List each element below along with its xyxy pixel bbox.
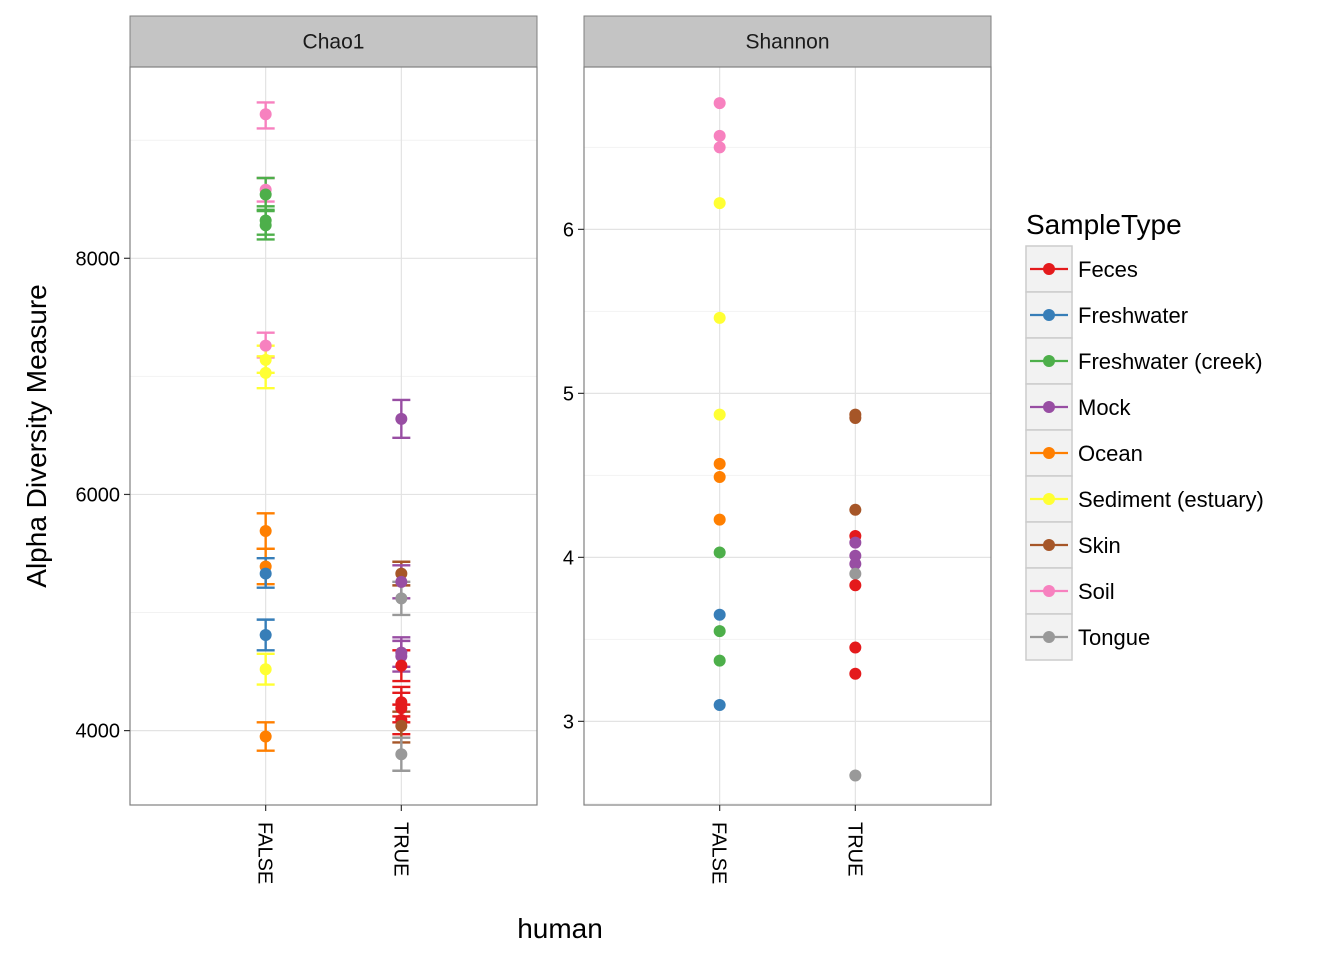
- data-point: [259, 353, 272, 366]
- y-axis-title: Alpha Diversity Measure: [21, 284, 52, 587]
- data-point: [713, 608, 726, 621]
- data-point: [713, 546, 726, 559]
- data-point: [849, 667, 862, 680]
- data-point: [259, 339, 272, 352]
- data-point: [849, 769, 862, 782]
- legend-title: SampleType: [1026, 209, 1182, 240]
- data-point: [713, 625, 726, 638]
- legend-label: Freshwater (creek): [1078, 349, 1263, 374]
- legend-label: Tongue: [1078, 625, 1150, 650]
- data-point: [395, 748, 408, 761]
- data-point: [713, 129, 726, 142]
- data-point: [849, 579, 862, 592]
- facet-panels: Chao1 4000 6000 8000 FALSE TRUE Shannon 3 4 5 6 FAL…: [76, 15, 992, 884]
- legend-label: Freshwater: [1078, 303, 1188, 328]
- legend-label: Ocean: [1078, 441, 1143, 466]
- data-point: [259, 188, 272, 201]
- legend-key-point: [1043, 401, 1055, 413]
- legend-label: Feces: [1078, 257, 1138, 282]
- legend-label: Skin: [1078, 533, 1121, 558]
- data-point: [713, 197, 726, 210]
- data-point: [849, 503, 862, 516]
- x-tick-label: TRUE: [389, 822, 411, 876]
- legend-key-point: [1043, 309, 1055, 321]
- legend-key-point: [1043, 631, 1055, 643]
- data-point: [395, 719, 408, 732]
- data-point: [395, 567, 408, 580]
- legend-item: Freshwater: [1025, 291, 1188, 339]
- data-point: [713, 471, 726, 483]
- panel-background: [584, 67, 991, 805]
- data-point: [395, 592, 408, 605]
- panel-border: [129, 66, 538, 806]
- data-point: [395, 659, 408, 672]
- legend-item: Freshwater (creek): [1025, 337, 1263, 385]
- data-point: [713, 457, 726, 470]
- y-tick-label: 4000: [76, 721, 121, 743]
- facet-strip-label: Shannon: [745, 31, 829, 54]
- data-point: [259, 628, 272, 641]
- panel-background: [130, 67, 537, 805]
- legend-key-point: [1043, 585, 1055, 597]
- legend-item: Soil: [1025, 567, 1115, 615]
- panel-border: [583, 66, 992, 806]
- legend-key-point: [1043, 493, 1055, 505]
- data-point: [849, 549, 862, 562]
- data-point: [713, 311, 726, 324]
- panel-shannon: Shannon 3 4 5 6 FALSE TRUE: [563, 15, 992, 884]
- legend-label: Soil: [1078, 579, 1115, 604]
- data-point: [713, 698, 726, 711]
- data-point: [259, 567, 272, 580]
- data-point: [259, 219, 272, 232]
- data-point: [259, 366, 272, 379]
- x-tick-label: FALSE: [708, 822, 730, 884]
- legend: SampleType Feces Freshwater Freshwater (cr…: [1025, 209, 1264, 661]
- legend-label: Sediment (estuary): [1078, 487, 1264, 512]
- data-point: [259, 108, 272, 121]
- legend-label: Mock: [1078, 395, 1132, 420]
- x-tick-label: TRUE: [843, 822, 865, 876]
- y-tick-label: 3: [563, 711, 574, 733]
- legend-item: Sediment (estuary): [1025, 475, 1264, 523]
- data-point: [849, 567, 862, 580]
- legend-key-point: [1043, 447, 1055, 459]
- y-tick-label: 8000: [76, 248, 121, 270]
- data-point: [259, 663, 272, 676]
- data-point: [713, 141, 726, 154]
- data-point: [395, 702, 408, 715]
- legend-item: Ocean: [1025, 429, 1143, 477]
- panel-chao1: Chao1 4000 6000 8000 FALSE TRUE: [76, 15, 538, 884]
- data-point: [849, 641, 862, 654]
- data-point: [259, 525, 272, 538]
- facet-strip: [129, 15, 538, 68]
- data-point: [713, 97, 726, 110]
- data-point: [713, 408, 726, 421]
- y-tick-label: 6: [563, 219, 574, 241]
- x-axis-title: human: [517, 913, 603, 944]
- y-tick-label: 5: [563, 383, 574, 405]
- legend-item: Skin: [1025, 521, 1121, 569]
- data-point: [259, 730, 272, 743]
- legend-key-point: [1043, 355, 1055, 367]
- legend-key-point: [1043, 263, 1055, 275]
- legend-key-point: [1043, 539, 1055, 551]
- data-point: [713, 654, 726, 667]
- legend-item: Feces: [1025, 245, 1138, 293]
- data-point: [849, 557, 862, 570]
- data-point: [849, 411, 862, 424]
- data-point: [395, 412, 408, 425]
- y-tick-label: 6000: [76, 484, 121, 506]
- legend-item: Mock: [1025, 383, 1132, 431]
- legend-item: Tongue: [1025, 613, 1150, 661]
- x-tick-label: FALSE: [254, 822, 276, 884]
- data-point: [713, 513, 726, 526]
- y-tick-label: 4: [563, 547, 574, 569]
- data-point: [395, 575, 408, 588]
- data-point: [395, 650, 408, 663]
- data-point: [849, 536, 862, 549]
- facet-strip: [583, 15, 992, 68]
- facet-strip-label: Chao1: [303, 31, 365, 54]
